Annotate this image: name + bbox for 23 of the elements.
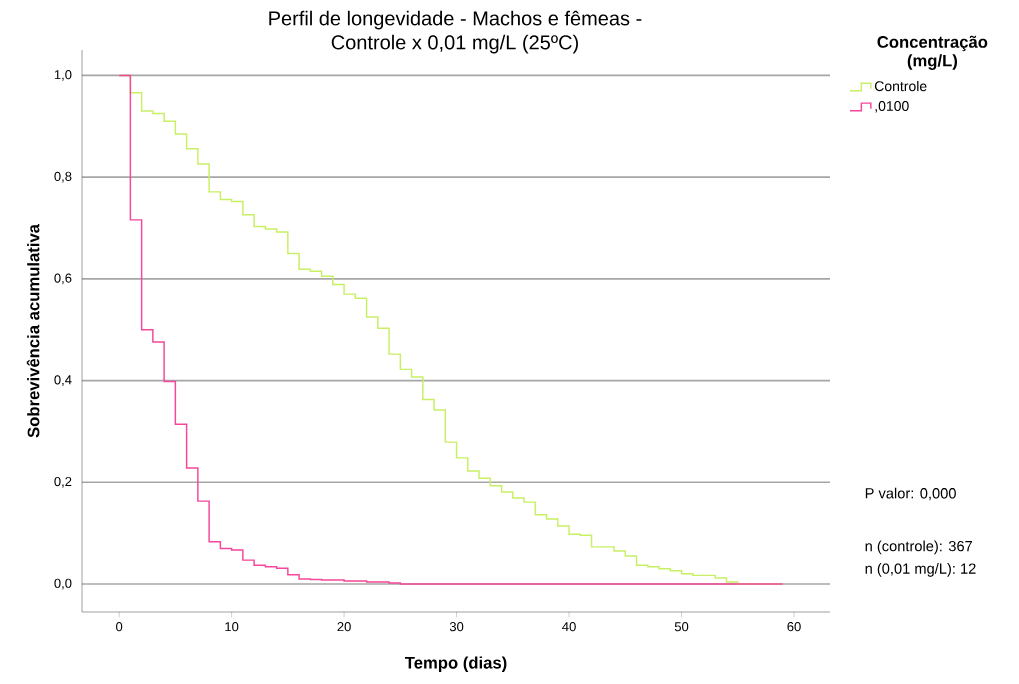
x-axis-title: Tempo (dias) [404,656,507,672]
y-tick-label: 0,2 [54,476,72,488]
legend-label: ,0100 [875,101,909,113]
y-tick-label: 1,0 [54,70,72,81]
x-tick-label: 50 [674,622,689,632]
x-tick-label: 30 [449,622,464,632]
y-tick-label: 0,6 [54,273,72,285]
text: P valor: 0,000 [865,487,956,501]
x-tick-label: 20 [337,622,351,632]
chart-title: Perfil de longevidade - Machos e fêmeas - [269,10,642,30]
x-tick-label: 10 [225,622,239,632]
y-axis-title: Sobrevivência acumulativa [26,223,40,438]
y-tick-label: 0,4 [54,375,72,386]
legend-title: Concentração (mg/L) [877,35,988,70]
x-tick-label: 0 [116,622,123,632]
legend-label: Controle [874,80,927,92]
chart-subtitle: Controle x 0,01 mg/L (25ºC) [331,34,578,54]
text: n (controle): 367 [865,540,973,555]
text: n (0,01 mg/L): 12 [865,563,976,577]
y-tick-label: 0,8 [54,171,72,183]
x-tick-label: 60 [787,622,801,632]
y-tick-label: 0,0 [54,578,72,590]
x-tick-label: 40 [562,622,576,632]
